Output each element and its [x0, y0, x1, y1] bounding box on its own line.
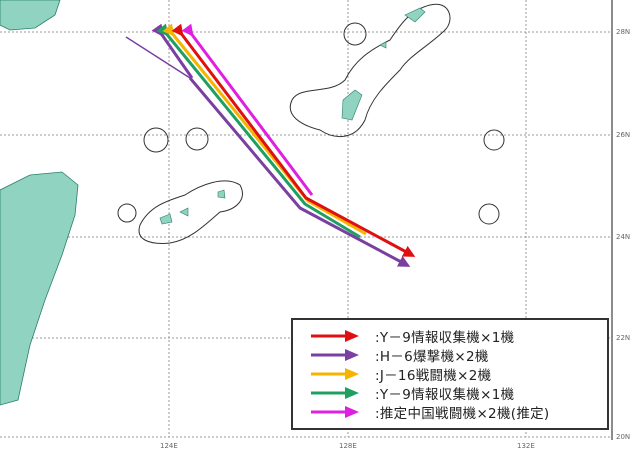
lon-label-128e: 128E — [339, 442, 357, 450]
path-y9-red — [171, 23, 416, 257]
legend-label: :H－6爆撃機×2機 — [375, 348, 489, 365]
legend-item-h6: :H－6爆撃機×2機 — [311, 345, 489, 365]
legend-label: :Y－9情報収集機×1機 — [375, 386, 515, 403]
legend: :Y－9情報収集機×1機 :H－6爆撃機×2機 :J－16戦闘機×2機 :Y－9… — [291, 318, 609, 430]
path-estimated-fighter — [181, 23, 314, 196]
legend-item-y9-red: :Y－9情報収集機×1機 — [311, 326, 515, 346]
red-arrow-icon — [311, 329, 359, 342]
lat-label-26n: 26N — [616, 131, 631, 139]
yellow-arrow-icon — [311, 367, 359, 380]
land-islands — [159, 7, 426, 225]
legend-item-estimated-fighter: :推定中国戦闘機×2機(推定) — [311, 402, 550, 422]
legend-label: :J－16戦闘機×2機 — [375, 367, 492, 384]
land-taiwan — [0, 0, 79, 406]
path-j16-fighter — [162, 23, 367, 236]
green-arrow-icon — [311, 386, 359, 399]
legend-item-j16: :J－16戦闘機×2機 — [311, 364, 492, 384]
legend-label: :推定中国戦闘機×2機(推定) — [375, 405, 550, 422]
lat-label-24n: 24N — [616, 233, 631, 241]
flight-paths — [125, 23, 416, 267]
purple-arrow-icon — [311, 348, 359, 361]
legend-item-y9-green: :Y－9情報収集機×1機 — [311, 383, 515, 403]
legend-label: :Y－9情報収集機×1機 — [375, 329, 515, 346]
magenta-arrow-icon — [311, 405, 359, 418]
lat-label-28n: 28N — [616, 28, 631, 36]
lat-label-20n: 20N — [616, 433, 631, 441]
lon-label-124e: 124E — [160, 442, 178, 450]
lon-label-132e: 132E — [517, 442, 535, 450]
lat-label-22n: 22N — [616, 334, 631, 342]
path-h6-bomber — [188, 77, 411, 267]
